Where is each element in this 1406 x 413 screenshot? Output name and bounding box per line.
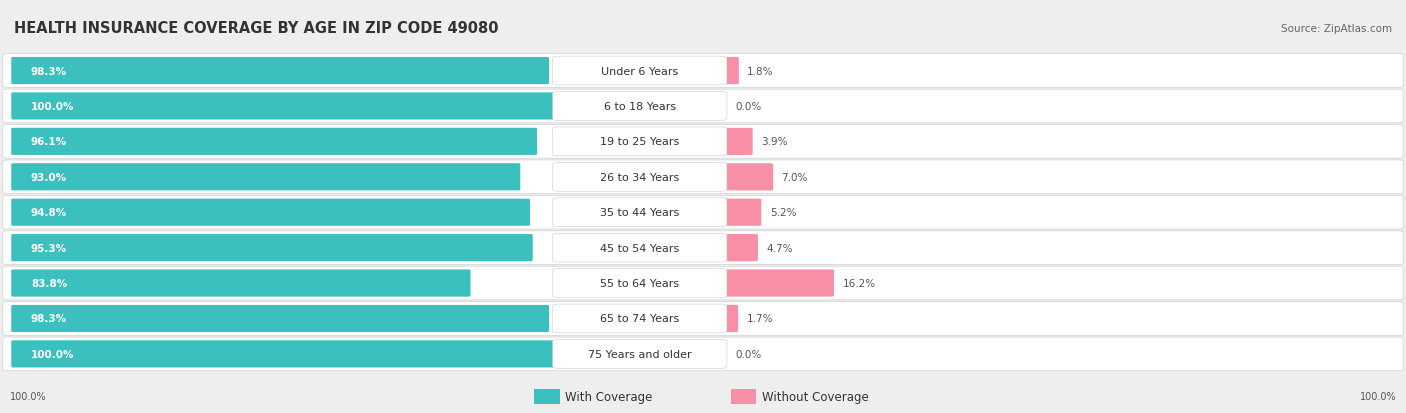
FancyBboxPatch shape bbox=[11, 199, 530, 226]
Text: 3.9%: 3.9% bbox=[761, 137, 787, 147]
Text: 1.8%: 1.8% bbox=[747, 66, 773, 76]
FancyBboxPatch shape bbox=[721, 58, 738, 85]
FancyBboxPatch shape bbox=[11, 305, 548, 332]
Text: HEALTH INSURANCE COVERAGE BY AGE IN ZIP CODE 49080: HEALTH INSURANCE COVERAGE BY AGE IN ZIP … bbox=[14, 21, 499, 36]
FancyBboxPatch shape bbox=[534, 389, 560, 404]
Text: 6 to 18 Years: 6 to 18 Years bbox=[603, 102, 676, 112]
Text: 65 to 74 Years: 65 to 74 Years bbox=[600, 314, 679, 324]
Text: 100.0%: 100.0% bbox=[10, 392, 46, 401]
FancyBboxPatch shape bbox=[3, 231, 1403, 265]
FancyBboxPatch shape bbox=[11, 93, 558, 120]
FancyBboxPatch shape bbox=[3, 337, 1403, 371]
Text: 83.8%: 83.8% bbox=[31, 278, 67, 288]
FancyBboxPatch shape bbox=[3, 55, 1403, 88]
FancyBboxPatch shape bbox=[11, 340, 558, 368]
Text: Source: ZipAtlas.com: Source: ZipAtlas.com bbox=[1281, 24, 1392, 34]
FancyBboxPatch shape bbox=[3, 196, 1403, 230]
FancyBboxPatch shape bbox=[11, 128, 537, 156]
Text: 93.0%: 93.0% bbox=[31, 172, 67, 183]
FancyBboxPatch shape bbox=[3, 90, 1403, 123]
FancyBboxPatch shape bbox=[553, 234, 727, 262]
FancyBboxPatch shape bbox=[553, 128, 727, 157]
Text: 98.3%: 98.3% bbox=[31, 314, 67, 324]
FancyBboxPatch shape bbox=[721, 199, 761, 226]
FancyBboxPatch shape bbox=[11, 164, 520, 191]
Text: 1.7%: 1.7% bbox=[747, 314, 773, 324]
FancyBboxPatch shape bbox=[731, 389, 756, 404]
Text: 5.2%: 5.2% bbox=[769, 208, 796, 218]
Text: 16.2%: 16.2% bbox=[842, 278, 876, 288]
FancyBboxPatch shape bbox=[11, 58, 548, 85]
FancyBboxPatch shape bbox=[553, 269, 727, 298]
Text: 100.0%: 100.0% bbox=[31, 349, 75, 359]
Text: 100.0%: 100.0% bbox=[31, 102, 75, 112]
Text: 26 to 34 Years: 26 to 34 Years bbox=[600, 172, 679, 183]
FancyBboxPatch shape bbox=[721, 305, 738, 332]
FancyBboxPatch shape bbox=[721, 270, 834, 297]
Text: 4.7%: 4.7% bbox=[766, 243, 793, 253]
FancyBboxPatch shape bbox=[553, 57, 727, 86]
FancyBboxPatch shape bbox=[721, 128, 752, 156]
Text: 94.8%: 94.8% bbox=[31, 208, 67, 218]
FancyBboxPatch shape bbox=[553, 93, 727, 121]
FancyBboxPatch shape bbox=[721, 164, 773, 191]
FancyBboxPatch shape bbox=[553, 163, 727, 192]
FancyBboxPatch shape bbox=[553, 304, 727, 333]
Text: With Coverage: With Coverage bbox=[565, 390, 652, 403]
Text: 100.0%: 100.0% bbox=[1360, 392, 1396, 401]
FancyBboxPatch shape bbox=[553, 339, 727, 368]
FancyBboxPatch shape bbox=[3, 161, 1403, 194]
Text: 19 to 25 Years: 19 to 25 Years bbox=[600, 137, 679, 147]
Text: Under 6 Years: Under 6 Years bbox=[602, 66, 678, 76]
FancyBboxPatch shape bbox=[3, 302, 1403, 335]
Text: 0.0%: 0.0% bbox=[735, 349, 762, 359]
FancyBboxPatch shape bbox=[11, 235, 533, 261]
Text: 45 to 54 Years: 45 to 54 Years bbox=[600, 243, 679, 253]
Text: 55 to 64 Years: 55 to 64 Years bbox=[600, 278, 679, 288]
Text: 0.0%: 0.0% bbox=[735, 102, 762, 112]
Text: 35 to 44 Years: 35 to 44 Years bbox=[600, 208, 679, 218]
Text: 96.1%: 96.1% bbox=[31, 137, 67, 147]
FancyBboxPatch shape bbox=[3, 266, 1403, 300]
FancyBboxPatch shape bbox=[721, 235, 758, 261]
FancyBboxPatch shape bbox=[3, 125, 1403, 159]
Text: 98.3%: 98.3% bbox=[31, 66, 67, 76]
Text: Without Coverage: Without Coverage bbox=[762, 390, 869, 403]
Text: 75 Years and older: 75 Years and older bbox=[588, 349, 692, 359]
Text: 7.0%: 7.0% bbox=[782, 172, 808, 183]
FancyBboxPatch shape bbox=[553, 198, 727, 227]
FancyBboxPatch shape bbox=[11, 270, 471, 297]
Text: 95.3%: 95.3% bbox=[31, 243, 67, 253]
